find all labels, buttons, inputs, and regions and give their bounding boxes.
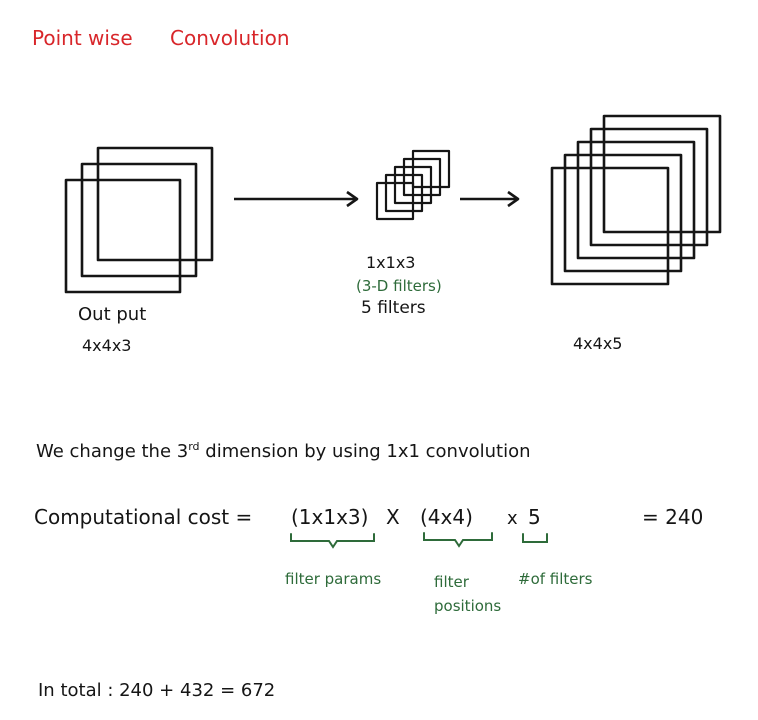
output-channel-4 <box>589 127 709 247</box>
filter-dims: 1x1x3 <box>366 253 416 272</box>
arrow-input-to-filter <box>234 190 359 208</box>
input-volume <box>64 146 214 294</box>
filter-2 <box>384 173 424 213</box>
total-text: In total : 240 + 432 = 672 <box>38 680 276 701</box>
output-dims: 4x4x5 <box>573 334 623 353</box>
explanation-text: We change the 3rd dimension by using 1x1… <box>36 440 531 462</box>
filter-1 <box>375 181 415 221</box>
explanation-suffix: dimension by using 1x1 convolution <box>205 441 531 462</box>
output-channel-5 <box>602 114 722 234</box>
filter-count: 5 filters <box>361 298 426 318</box>
explanation-prefix: We change the 3 <box>36 441 189 462</box>
title-convolution: Convolution <box>170 26 290 50</box>
output-channel-1 <box>550 166 670 286</box>
input-dims: 4x4x3 <box>82 336 132 355</box>
cost-term-filter: (1x1x3) <box>291 505 369 529</box>
cost-term-positions: (4x4) <box>420 505 473 529</box>
brace-filter-params <box>290 533 375 549</box>
input-label: Out put <box>78 304 147 325</box>
title-pointwise: Point wise <box>32 26 133 50</box>
brace-label-num-filters: #of filters <box>518 570 593 588</box>
filter-stack <box>375 149 451 221</box>
brace-num-filters <box>522 533 548 543</box>
output-channel-2 <box>563 153 683 273</box>
brace-label-filter-params: filter params <box>285 570 382 588</box>
input-channel-2 <box>80 162 198 278</box>
filter-note: (3-D filters) <box>356 277 442 295</box>
cost-operator-1: X <box>386 505 400 529</box>
cost-term-count: 5 <box>528 505 541 529</box>
cost-result: = 240 <box>642 505 704 529</box>
cost-label: Computational cost = <box>34 505 253 529</box>
cost-operator-2: x <box>507 508 518 529</box>
input-channel-3 <box>96 146 214 262</box>
input-channel-1 <box>64 178 182 294</box>
arrow-filter-to-output <box>460 190 520 208</box>
brace-label-filter-positions: filter positions <box>434 573 502 615</box>
brace-filter-positions <box>423 532 493 548</box>
output-channel-3 <box>576 140 696 260</box>
explanation-superscript: rd <box>188 440 200 453</box>
output-volume <box>550 114 722 286</box>
